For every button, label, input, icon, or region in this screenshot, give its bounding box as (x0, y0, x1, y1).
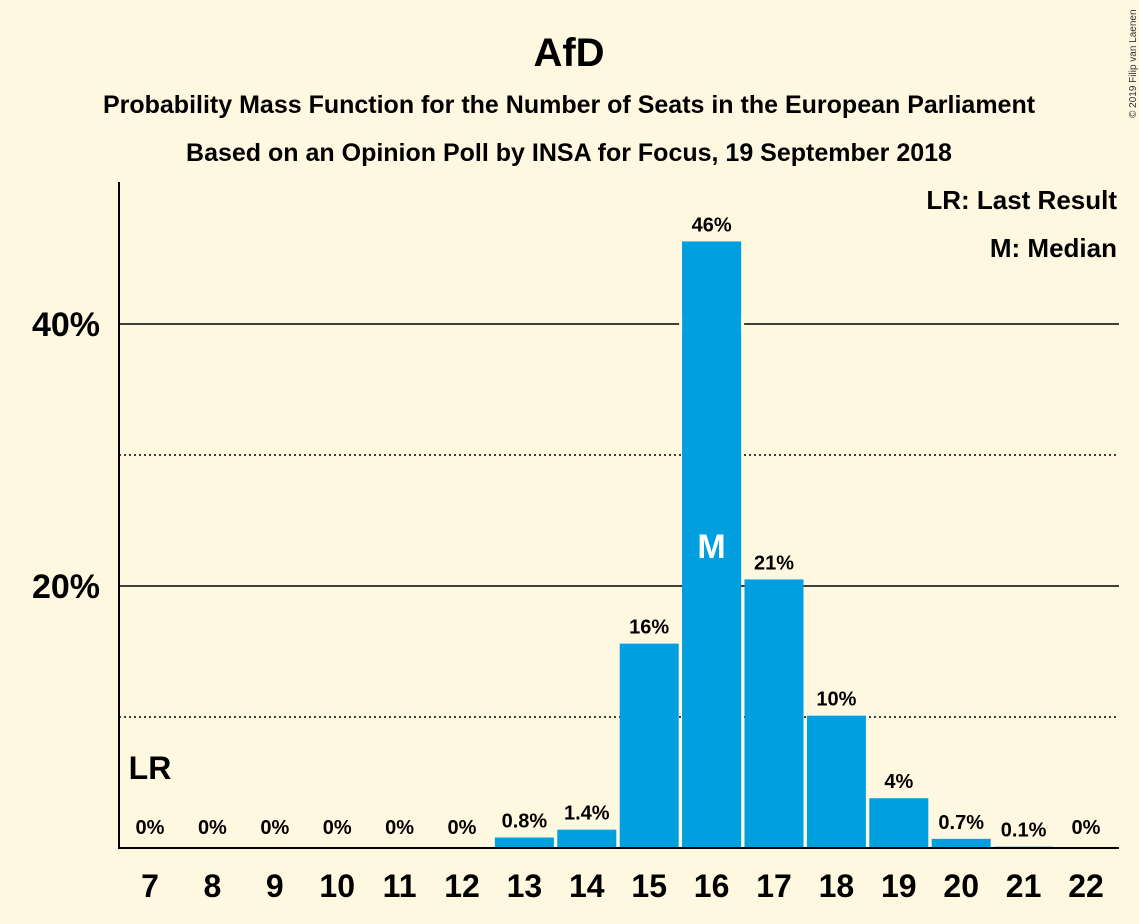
grid (119, 323, 1119, 718)
x-tick-label-7: 7 (141, 868, 159, 904)
data-label-13: 0.8% (502, 811, 548, 833)
x-tick-label-18: 18 (819, 868, 855, 904)
legend-last-result: LR: Last Result (926, 185, 1117, 215)
last-result-marker: LR (129, 750, 172, 786)
x-tick-label-17: 17 (756, 868, 792, 904)
x-tick-label-19: 19 (881, 868, 917, 904)
data-label-12: 0% (448, 817, 477, 839)
data-label-20: 0.7% (938, 812, 984, 834)
data-label-21: 0.1% (1001, 820, 1047, 842)
x-tick-label-13: 13 (507, 868, 543, 904)
x-tick-label-16: 16 (694, 868, 730, 904)
data-label-19: 4% (884, 771, 913, 793)
x-tick-label-21: 21 (1006, 868, 1042, 904)
legend-median: M: Median (990, 233, 1117, 263)
median-marker: M (697, 528, 725, 566)
bar-20 (931, 838, 991, 848)
chart-subtitle: Probability Mass Function for the Number… (103, 91, 1036, 119)
x-tick-label-9: 9 (266, 868, 284, 904)
data-label-16: 46% (692, 214, 732, 236)
bar-14 (557, 829, 617, 848)
bar-18 (806, 715, 866, 848)
x-tick-label-15: 15 (631, 868, 667, 904)
data-label-10: 0% (323, 817, 352, 839)
x-tick-label-12: 12 (444, 868, 480, 904)
data-label-17: 21% (754, 552, 794, 574)
data-label-14: 1.4% (564, 803, 610, 825)
x-tick-label-11: 11 (383, 868, 417, 904)
data-label-18: 10% (816, 689, 856, 711)
data-label-22: 0% (1072, 817, 1101, 839)
y-tick-label: 40% (32, 306, 100, 344)
bar-15 (619, 643, 679, 848)
chart-source: Based on an Opinion Poll by INSA for Foc… (186, 139, 952, 167)
copyright: © 2019 Filip van Laenen (1128, 9, 1139, 118)
x-tick-label-14: 14 (569, 868, 605, 904)
bars (494, 241, 1054, 849)
data-label-15: 16% (629, 617, 669, 639)
data-label-7: 0% (136, 817, 165, 839)
data-label-11: 0% (385, 817, 414, 839)
bar-13 (494, 837, 554, 848)
bar-19 (869, 798, 929, 848)
labels: 20% 40% 0% 7 LR 0% 8 0% 9 0% 10 0% 11 0% 12 0.8% 13 1.4% 1… (32, 214, 1104, 904)
data-label-9: 0% (260, 817, 289, 839)
y-tick-label: 20% (32, 568, 100, 606)
bar-17 (744, 579, 804, 848)
x-tick-label-10: 10 (319, 868, 355, 904)
chart-title: AfD (533, 31, 604, 75)
x-tick-label-20: 20 (943, 868, 979, 904)
x-tick-label-22: 22 (1068, 868, 1104, 904)
bar-16-overlay (682, 241, 742, 849)
data-label-8: 0% (198, 817, 227, 839)
x-tick-label-8: 8 (204, 868, 222, 904)
